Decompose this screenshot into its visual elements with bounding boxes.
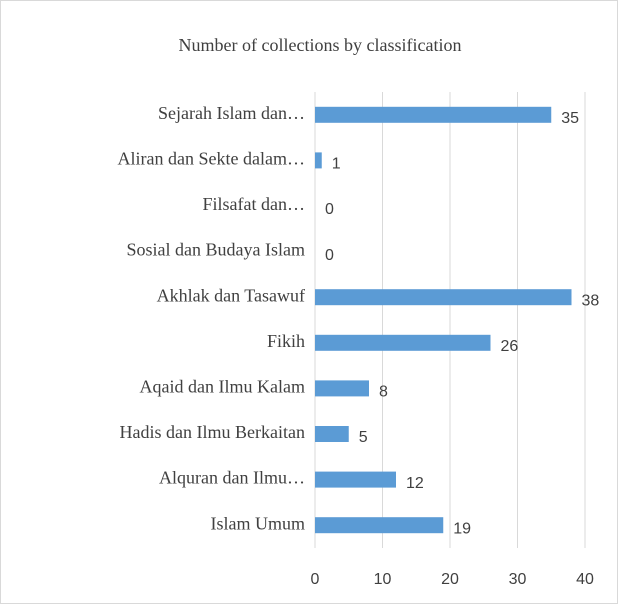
bar [315, 334, 491, 351]
x-tick-label: 40 [576, 571, 594, 588]
data-label: 1 [332, 156, 341, 173]
bar [315, 152, 322, 169]
chart-title: Number of collections by classification [179, 35, 462, 55]
y-tick-label: Alquran dan Ilmu… [159, 468, 305, 488]
data-label: 0 [325, 247, 334, 264]
x-tick-label: 20 [441, 571, 459, 588]
y-tick-label: Islam Umum [211, 513, 306, 533]
data-label: 19 [453, 520, 471, 537]
y-tick-label: Sejarah Islam dan… [158, 103, 305, 123]
x-tick-label: 0 [311, 571, 320, 588]
bar [315, 426, 349, 442]
y-tick-label: Sosial dan Budaya Islam [127, 240, 305, 260]
data-label: 8 [379, 384, 388, 401]
data-label: 12 [406, 475, 424, 492]
x-tick-label: 10 [374, 571, 392, 588]
y-tick-label: Aliran dan Sekte dalam… [118, 149, 305, 169]
data-label: 5 [359, 429, 368, 446]
y-tick-label: Fikih [267, 331, 305, 351]
x-tick-label: 30 [509, 571, 527, 588]
bar [315, 380, 369, 397]
y-tick-label: Filsafat dan… [203, 194, 305, 214]
data-label: 35 [561, 110, 579, 127]
y-tick-label: Akhlak dan Tasawuf [157, 285, 305, 305]
y-tick-label: Hadis dan Ilmu Berkaitan [120, 422, 305, 442]
data-label: 26 [501, 338, 519, 355]
bar [315, 106, 552, 123]
y-tick-label: Aqaid dan Ilmu Kalam [140, 377, 305, 397]
bar [315, 517, 444, 534]
bar [315, 289, 572, 306]
data-label: 38 [582, 292, 600, 309]
bar [315, 471, 396, 488]
data-label: 0 [325, 201, 334, 218]
